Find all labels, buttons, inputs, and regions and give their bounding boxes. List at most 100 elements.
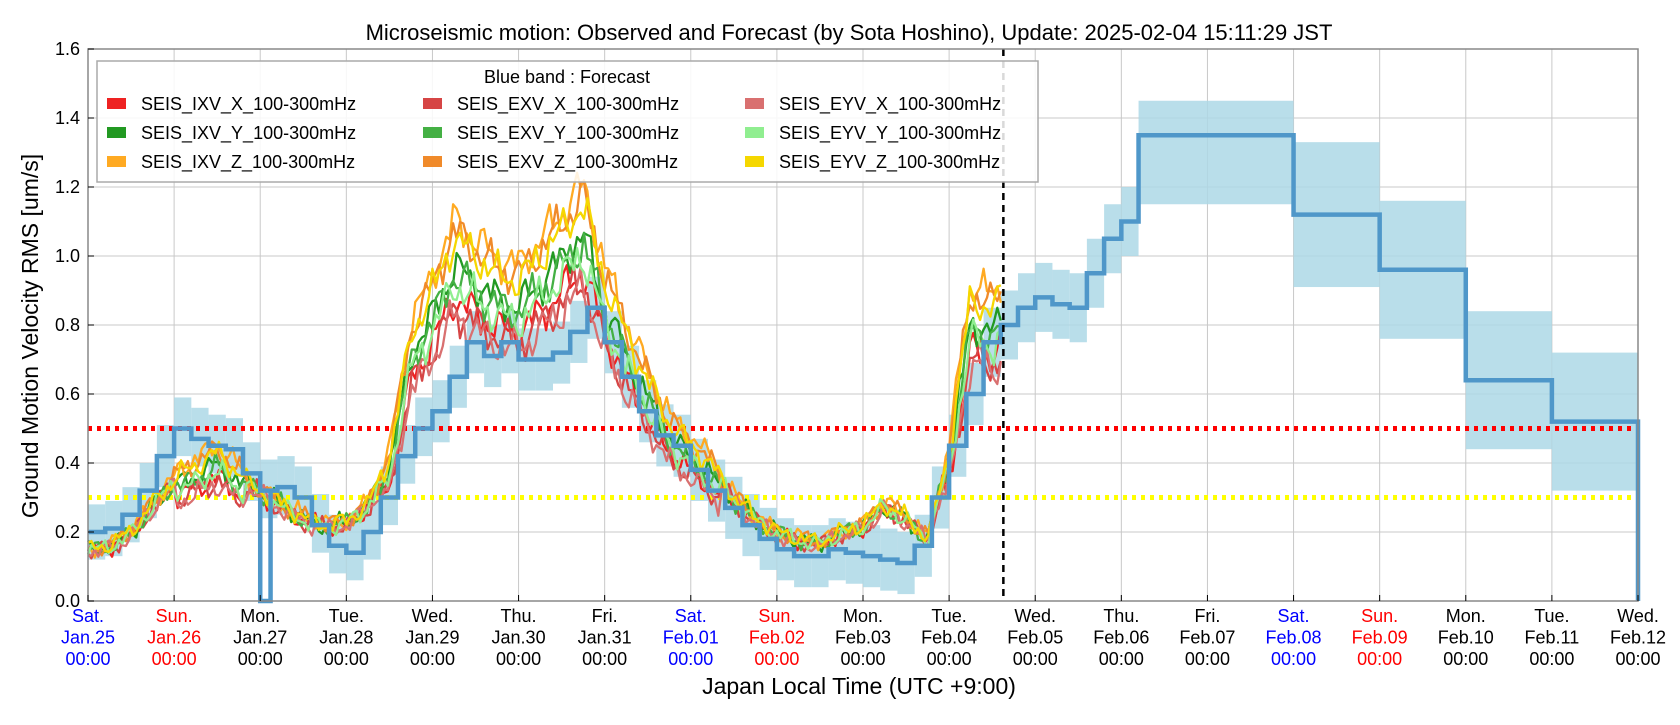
x-tick-time: 00:00 <box>1185 649 1230 669</box>
x-tick-label: Thu. Feb.06 00:00 <box>1093 606 1149 669</box>
x-tick-day: Sat. <box>1278 606 1310 626</box>
x-tick-label: Mon. Jan.27 00:00 <box>233 606 287 669</box>
legend-swatch <box>423 127 442 138</box>
legend: Blue band : Forecast SEIS_IXV_X_100-300m… <box>96 60 1039 183</box>
x-tick-day: Tue. <box>1534 606 1569 626</box>
x-tick-day: Tue. <box>329 606 364 626</box>
x-tick-label: Tue. Feb.04 00:00 <box>921 606 977 669</box>
x-tick-day: Wed. <box>1617 606 1659 626</box>
x-tick-time: 00:00 <box>1529 649 1574 669</box>
x-tick-date: Feb.02 <box>749 628 805 648</box>
x-tick-day: Wed. <box>412 606 454 626</box>
x-tick-date: Feb.09 <box>1352 628 1408 648</box>
x-tick-label: Fri. Jan.31 00:00 <box>578 606 632 669</box>
x-tick-day: Sun. <box>156 606 193 626</box>
x-tick-date: Feb.07 <box>1179 628 1235 648</box>
x-tick-label: Sun. Feb.02 00:00 <box>749 606 805 669</box>
legend-label: SEIS_IXV_X_100-300mHz <box>141 94 356 115</box>
legend-swatch <box>107 156 126 167</box>
x-tick-time: 00:00 <box>582 649 627 669</box>
series-line-SEIS_EXV_Z_100-300mHz <box>87 180 1002 557</box>
forecast-line <box>88 133 1641 601</box>
x-tick-time: 00:00 <box>1271 649 1316 669</box>
observed-series-layer <box>86 171 1002 560</box>
x-tick-time: 00:00 <box>1615 649 1660 669</box>
y-tick-label: 0.6 <box>55 384 80 404</box>
x-tick-date: Jan.27 <box>233 628 287 648</box>
x-tick-label: Tue. Jan.28 00:00 <box>319 606 373 669</box>
x-tick-time: 00:00 <box>668 649 713 669</box>
x-tick-time: 00:00 <box>840 649 885 669</box>
series-line-SEIS_EYV_Y_100-300mHz <box>86 246 1002 555</box>
legend-label: SEIS_EYV_Z_100-300mHz <box>779 152 1000 173</box>
y-axis-label: Ground Motion Velocity RMS [um/s] <box>17 154 43 518</box>
x-tick-day: Fri. <box>1194 606 1220 626</box>
x-tick-date: Jan.26 <box>147 628 201 648</box>
x-tick-label: Wed. Feb.05 00:00 <box>1007 606 1063 669</box>
x-tick-date: Feb.03 <box>835 628 891 648</box>
legend-swatch <box>107 127 126 138</box>
x-tick-date: Feb.10 <box>1438 628 1494 648</box>
x-tick-day: Mon. <box>1446 606 1486 626</box>
x-tick-label: Sun. Jan.26 00:00 <box>147 606 201 669</box>
legend-label: SEIS_EXV_Z_100-300mHz <box>457 152 678 173</box>
legend-swatch <box>423 98 442 109</box>
series-line-SEIS_EXV_Y_100-300mHz <box>87 231 1001 554</box>
forecast-band-segment <box>1207 100 1294 205</box>
threshold-lines <box>88 426 1638 500</box>
x-tick-date: Feb.11 <box>1525 628 1580 648</box>
series-line-SEIS_EYV_X_100-300mHz <box>87 266 1002 558</box>
x-tick-time: 00:00 <box>238 649 283 669</box>
legend-label: SEIS_EXV_X_100-300mHz <box>457 94 679 115</box>
x-tick-label: Mon. Feb.10 00:00 <box>1438 606 1494 669</box>
series-line-SEIS_IXV_Y_100-300mHz <box>87 231 1002 555</box>
x-tick-day: Wed. <box>1014 606 1056 626</box>
y-tick-label: 1.2 <box>55 177 80 197</box>
x-tick-date: Jan.25 <box>61 628 115 648</box>
x-tick-label: Sat. Feb.01 00:00 <box>663 606 719 669</box>
y-tick-label: 0.8 <box>55 315 80 335</box>
x-tick-date: Jan.30 <box>492 628 546 648</box>
y-tick-label: 1.4 <box>55 108 80 128</box>
x-tick-time: 00:00 <box>754 649 799 669</box>
x-tick-day: Sun. <box>1361 606 1398 626</box>
x-tick-label: Sat. Jan.25 00:00 <box>61 606 115 669</box>
y-tick-label: 0.0 <box>55 591 80 611</box>
x-tick-date: Feb.05 <box>1007 628 1063 648</box>
x-tick-day: Thu. <box>501 606 537 626</box>
x-tick-day: Sun. <box>758 606 795 626</box>
x-tick-time: 00:00 <box>1013 649 1058 669</box>
legend-swatch <box>745 98 764 109</box>
x-tick-label: Tue. Feb.11 00:00 <box>1525 606 1580 669</box>
x-tick-date: Feb.12 <box>1610 628 1666 648</box>
legend-items: SEIS_IXV_X_100-300mHz SEIS_IXV_Y_100-300m… <box>107 94 1001 173</box>
legend-label: SEIS_EYV_X_100-300mHz <box>779 94 1001 115</box>
forecast-band-segment <box>1138 100 1208 205</box>
legend-swatch <box>107 98 126 109</box>
legend-box <box>96 60 1039 183</box>
x-tick-day: Mon. <box>240 606 280 626</box>
x-tick-time: 00:00 <box>152 649 197 669</box>
x-tick-date: Feb.08 <box>1266 628 1322 648</box>
x-tick-date: Feb.01 <box>663 628 719 648</box>
y-axis-ticks: 0.0 0.2 0.4 0.6 0.8 1.0 1.2 1.4 1.6 <box>55 39 94 611</box>
x-tick-day: Sat. <box>675 606 707 626</box>
y-tick-label: 0.2 <box>55 522 80 542</box>
x-tick-day: Fri. <box>592 606 618 626</box>
x-tick-time: 00:00 <box>65 649 110 669</box>
legend-label: SEIS_IXV_Y_100-300mHz <box>141 123 356 144</box>
x-tick-label: Wed. Feb.12 00:00 <box>1610 606 1666 669</box>
x-tick-day: Tue. <box>931 606 966 626</box>
y-tick-label: 1.0 <box>55 246 80 266</box>
x-tick-date: Jan.31 <box>578 628 632 648</box>
x-tick-label: Wed. Jan.29 00:00 <box>405 606 459 669</box>
legend-label: SEIS_EXV_Y_100-300mHz <box>457 123 679 144</box>
legend-swatch <box>745 127 764 138</box>
x-tick-day: Thu. <box>1103 606 1139 626</box>
x-axis-label: Japan Local Time (UTC +9:00) <box>702 673 1016 699</box>
x-tick-time: 00:00 <box>927 649 972 669</box>
x-tick-date: Feb.06 <box>1093 628 1149 648</box>
x-tick-date: Feb.04 <box>921 628 977 648</box>
